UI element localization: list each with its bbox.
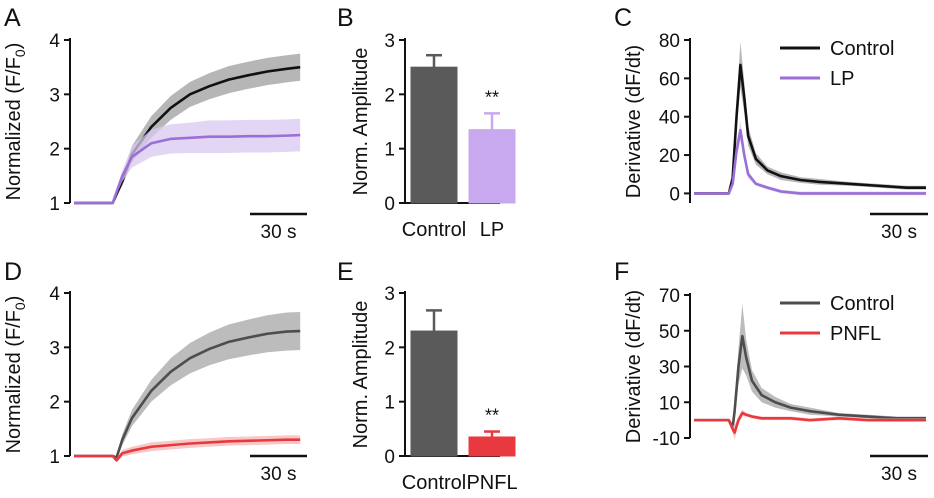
y-tick-label: 40 [659,108,680,129]
panel-label-a: A [4,4,21,32]
y-axis-title-main: Normalized (F/F [3,57,25,200]
error-band-control [694,41,926,194]
y-tick-label: 0 [384,194,395,215]
y-tick-label: 10 [659,393,680,414]
error-band-lp [694,120,926,196]
y-tick-label: 1 [384,393,395,414]
series-line-pnfl [74,438,301,462]
y-axis-title: Normalized (F/F0) [3,43,28,201]
panel-label-e: E [337,258,354,286]
time-scale-label: 30 s [261,222,297,243]
y-tick-label: 3 [384,284,395,305]
series-line-pnfl [694,411,926,434]
y-tick-label: -10 [653,429,680,450]
legend-label-lp: LP [830,68,854,90]
y-axis-title: Derivative (dF/dt) [623,45,645,198]
y-tick-label: 2 [49,393,60,414]
y-tick-label: 30 [659,358,680,379]
bar-control [410,330,458,457]
time-scale-label: 30 s [881,464,917,485]
y-axis-title-close: ) [3,43,25,50]
y-axis-title: Norm. Amplitude [350,301,372,449]
category-label-control: Control [402,472,466,494]
y-tick-label: 1 [49,194,60,215]
y-tick-label: 20 [659,146,680,167]
y-axis-title-subscript: 0 [12,49,28,57]
legend-label-control: Control [830,293,894,315]
y-axis-title: Normalized (F/F0) [3,296,28,454]
panel-label-d: D [4,258,22,286]
y-axis-title: Derivative (dF/dt) [623,290,645,443]
legend-label-control: Control [830,38,894,60]
y-tick-label: 70 [659,286,680,307]
series-line-lp [74,133,301,205]
bar-control [410,66,458,204]
significance-marker: ** [485,87,499,107]
y-tick-label: 1 [49,447,60,468]
category-label-control: Control [402,219,466,241]
y-axis-title: Norm. Amplitude [350,48,372,196]
y-tick-label: 3 [384,31,395,52]
panel-label-c: C [614,4,632,32]
y-axis-title-subscript: 0 [12,302,28,310]
error-band-lp [74,118,301,203]
y-axis-title-close: ) [3,296,25,303]
y-tick-label: 60 [659,69,680,90]
category-label-lp: LP [480,219,504,241]
panel-label-b: B [337,4,354,32]
time-scale-label: 30 s [261,464,297,485]
bar-lp [468,129,516,204]
significance-marker: ** [485,406,499,426]
bar-pnfl [468,436,516,457]
category-label-pnfl: PNFL [466,472,517,494]
y-tick-label: 80 [659,31,680,52]
y-axis-title-main: Normalized (F/F [3,310,25,453]
series-line-control [694,63,926,195]
series-line-lp [694,128,926,195]
panel-label-f: F [614,258,629,286]
y-tick-label: 3 [49,338,60,359]
time-scale-label: 30 s [881,222,917,243]
y-tick-label: 3 [49,85,60,106]
y-tick-label: 0 [669,184,680,205]
y-tick-label: 4 [49,31,60,52]
y-tick-label: 2 [384,85,395,106]
legend-label-pnfl: PNFL [830,323,881,345]
y-tick-label: 1 [384,140,395,161]
y-tick-label: 4 [49,284,60,305]
y-tick-label: 0 [384,447,395,468]
y-tick-label: 2 [49,140,60,161]
y-tick-label: 2 [384,338,395,359]
y-tick-label: 50 [659,322,680,343]
